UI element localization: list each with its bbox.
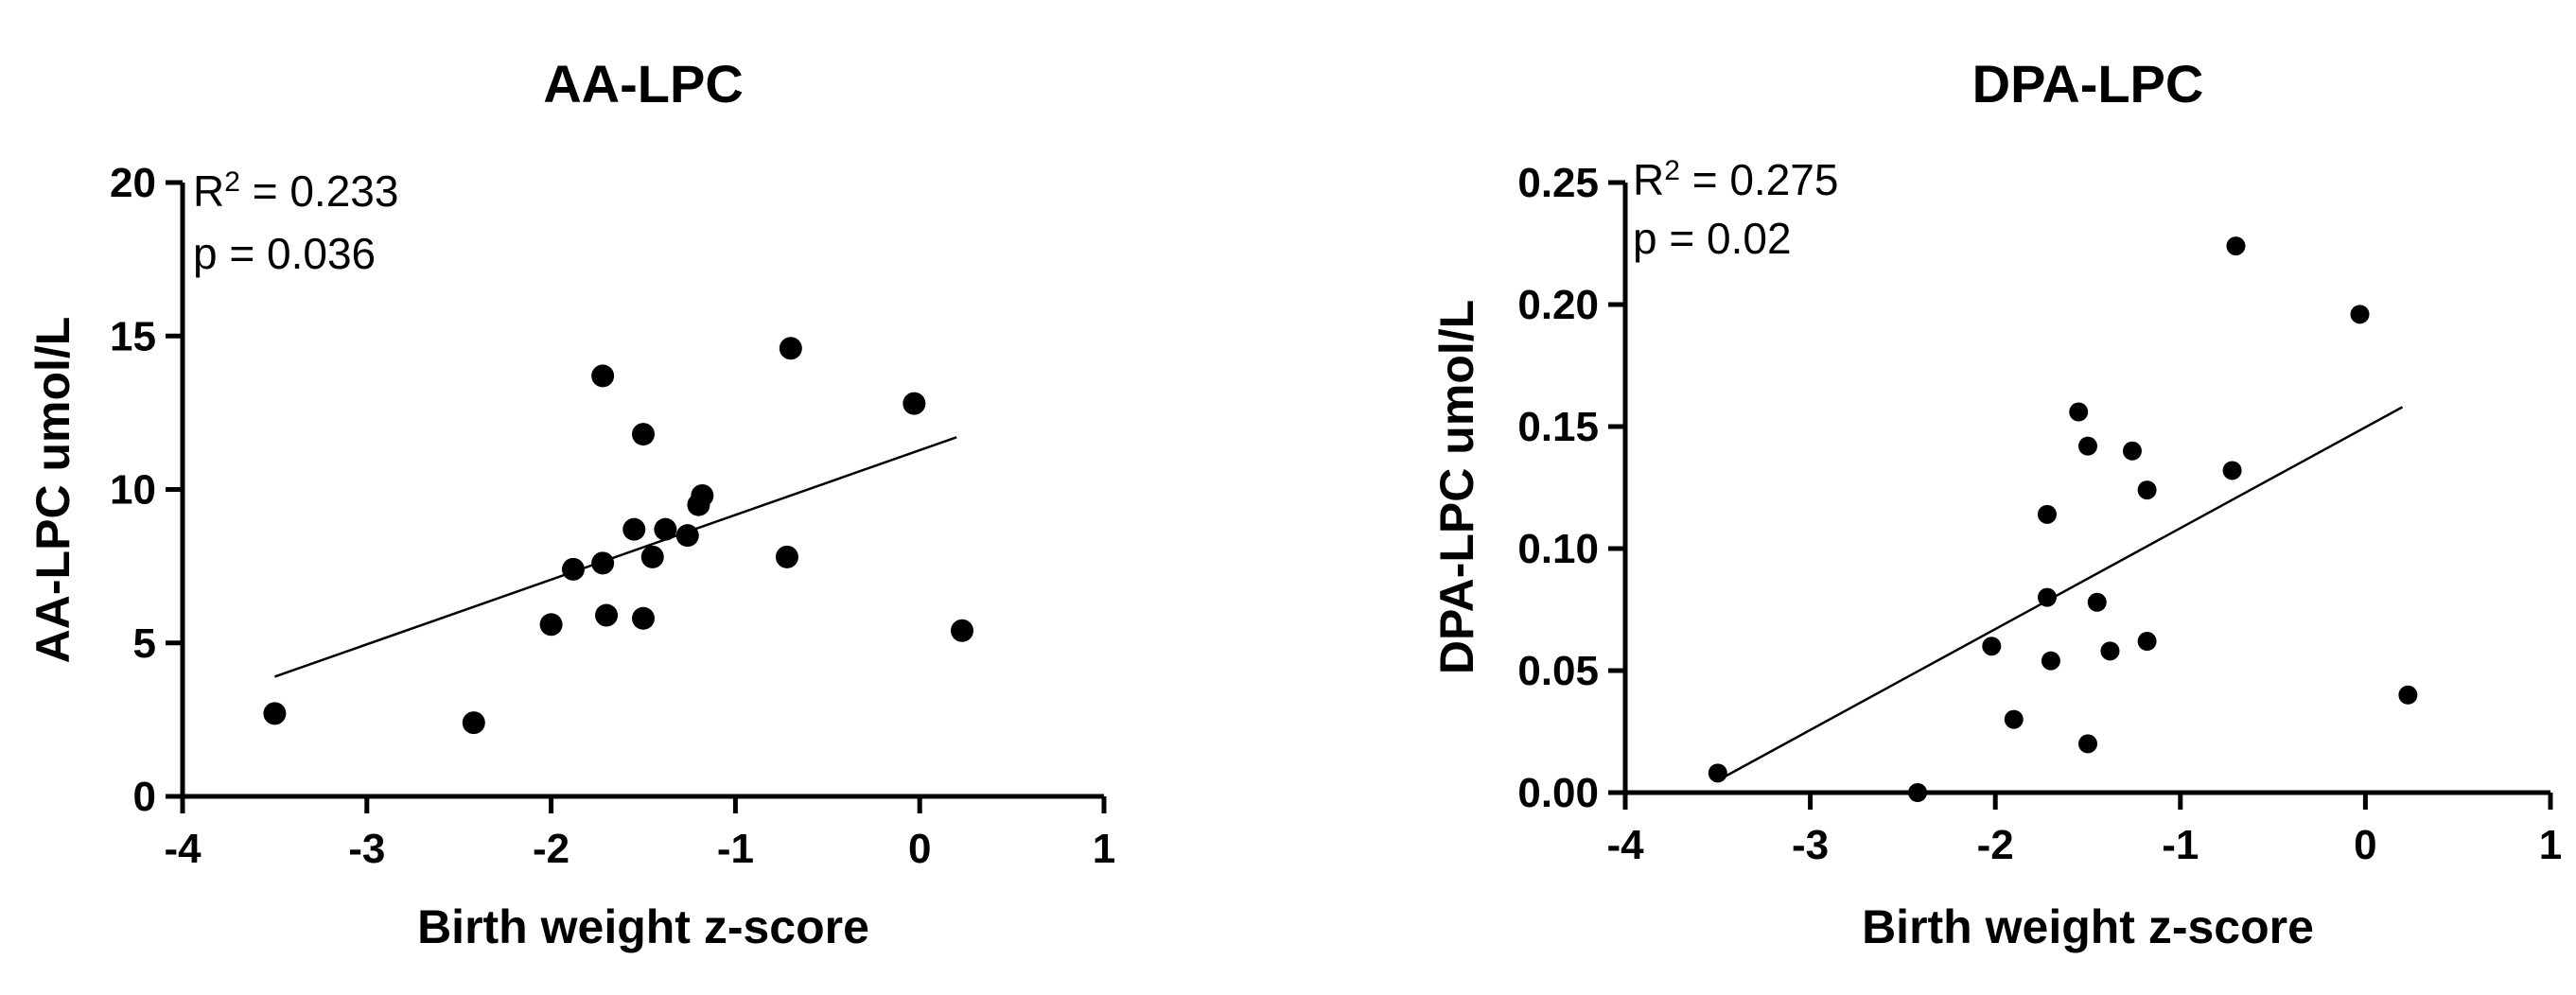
x-tick-label: -4 [164,826,202,872]
data-point [591,551,615,575]
data-point [654,517,677,541]
data-point [2078,734,2097,754]
x-tick-label: -4 [1606,822,1644,868]
y-tick-label: 0.10 [1517,526,1599,572]
data-point [1908,783,1928,802]
data-point [951,619,974,642]
regression-line [273,436,957,678]
x-tick-label: -2 [1977,822,2014,868]
y-tick-label: 15 [110,313,156,359]
x-tick-label: 1 [2539,822,2562,868]
regression-line [1717,406,2404,782]
data-point [2137,480,2157,500]
y-tick-label: 0.05 [1517,648,1599,694]
data-point [622,517,646,541]
x-tick-label: -1 [717,826,754,872]
x-tick-label: 0 [908,826,931,872]
data-point [2004,709,2024,729]
y-tick-label: 10 [110,467,156,514]
x-tick-label: -1 [2162,822,2199,868]
chart-title: AA-LPC [543,54,744,113]
data-point [2100,641,2120,661]
data-point [632,606,655,630]
data-point [1708,763,1727,783]
data-point [263,702,287,725]
y-tick-label: 5 [133,620,156,667]
plot-area: 0.00 0.05 0.10 0.15 0.20 0.25 -4 -3 -2 -1 0 1 [1517,160,2562,868]
data-point [902,392,926,415]
data-point [539,613,563,637]
x-axis-label: Birth weight z-score [1862,900,2314,953]
data-point [1982,637,2002,656]
data-point [595,603,619,627]
data-point [2037,587,2057,607]
data-point [591,364,615,388]
data-point [2398,685,2418,705]
x-tick-label: -3 [348,826,385,872]
data-point [2226,236,2246,256]
data-point [2222,461,2242,480]
p-value-label: p = 0.02 [1633,214,1792,263]
x-tick-label: -2 [533,826,570,872]
data-point [632,423,655,446]
y-tick-label: 0.00 [1517,770,1599,816]
data-point [2041,651,2060,671]
chart-title: DPA-LPC [1972,54,2204,113]
data-point [775,545,798,568]
data-point [640,545,664,568]
data-point [2087,592,2107,612]
data-point [675,524,699,548]
data-point [561,557,585,581]
y-tick-label: 20 [110,160,156,206]
y-tick-label: 0.25 [1517,160,1599,206]
data-point [2078,436,2097,456]
data-point [2122,441,2142,461]
x-tick-label: -3 [1792,822,1829,868]
data-point [2069,402,2089,422]
y-tick-label: 0 [133,774,156,820]
chart-dpa-lpc: DPA-LPC 0.00 0.05 0.10 0.15 0.20 0.25 -4 -3 -2 -1… [1430,54,2562,953]
x-tick-label: 0 [2354,822,2376,868]
y-axis-label: AA-LPC umol/L [26,317,79,664]
x-tick-label: 1 [1093,826,1115,872]
r-squared-label: R2 = 0.233 [193,166,398,217]
data-point [462,711,485,735]
chart-aa-lpc: AA-LPC 0 5 10 15 20 -4 -3 -2 -1 0 1 R2 = 0.233 p =… [26,54,1115,953]
data-point [2037,504,2057,524]
y-tick-label: 0.15 [1517,404,1599,450]
p-value-label: p = 0.036 [193,229,376,278]
y-axis-label: DPA-LPC umol/L [1430,300,1483,674]
plot-area: 0 5 10 15 20 -4 -3 -2 -1 0 1 [110,160,1115,872]
data-point [779,337,802,360]
y-tick-label: 0.20 [1517,282,1599,328]
data-point [2137,632,2157,652]
data-point [691,483,714,507]
r-squared-label: R2 = 0.275 [1633,155,1838,205]
x-axis-label: Birth weight z-score [417,900,869,953]
data-point [2350,305,2370,324]
